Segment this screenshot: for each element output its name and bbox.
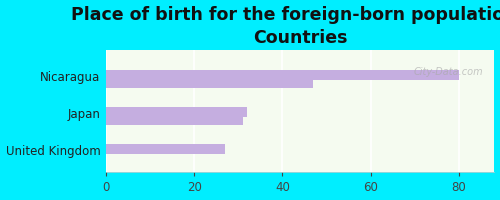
Bar (106, 144, 225, 154)
Bar (106, 77, 314, 88)
Bar (106, 107, 247, 117)
Text: City-Data.com: City-Data.com (413, 67, 483, 77)
Bar (106, 70, 459, 80)
Bar (106, 114, 242, 125)
Title: Place of birth for the foreign-born population -
Countries: Place of birth for the foreign-born popu… (70, 6, 500, 47)
